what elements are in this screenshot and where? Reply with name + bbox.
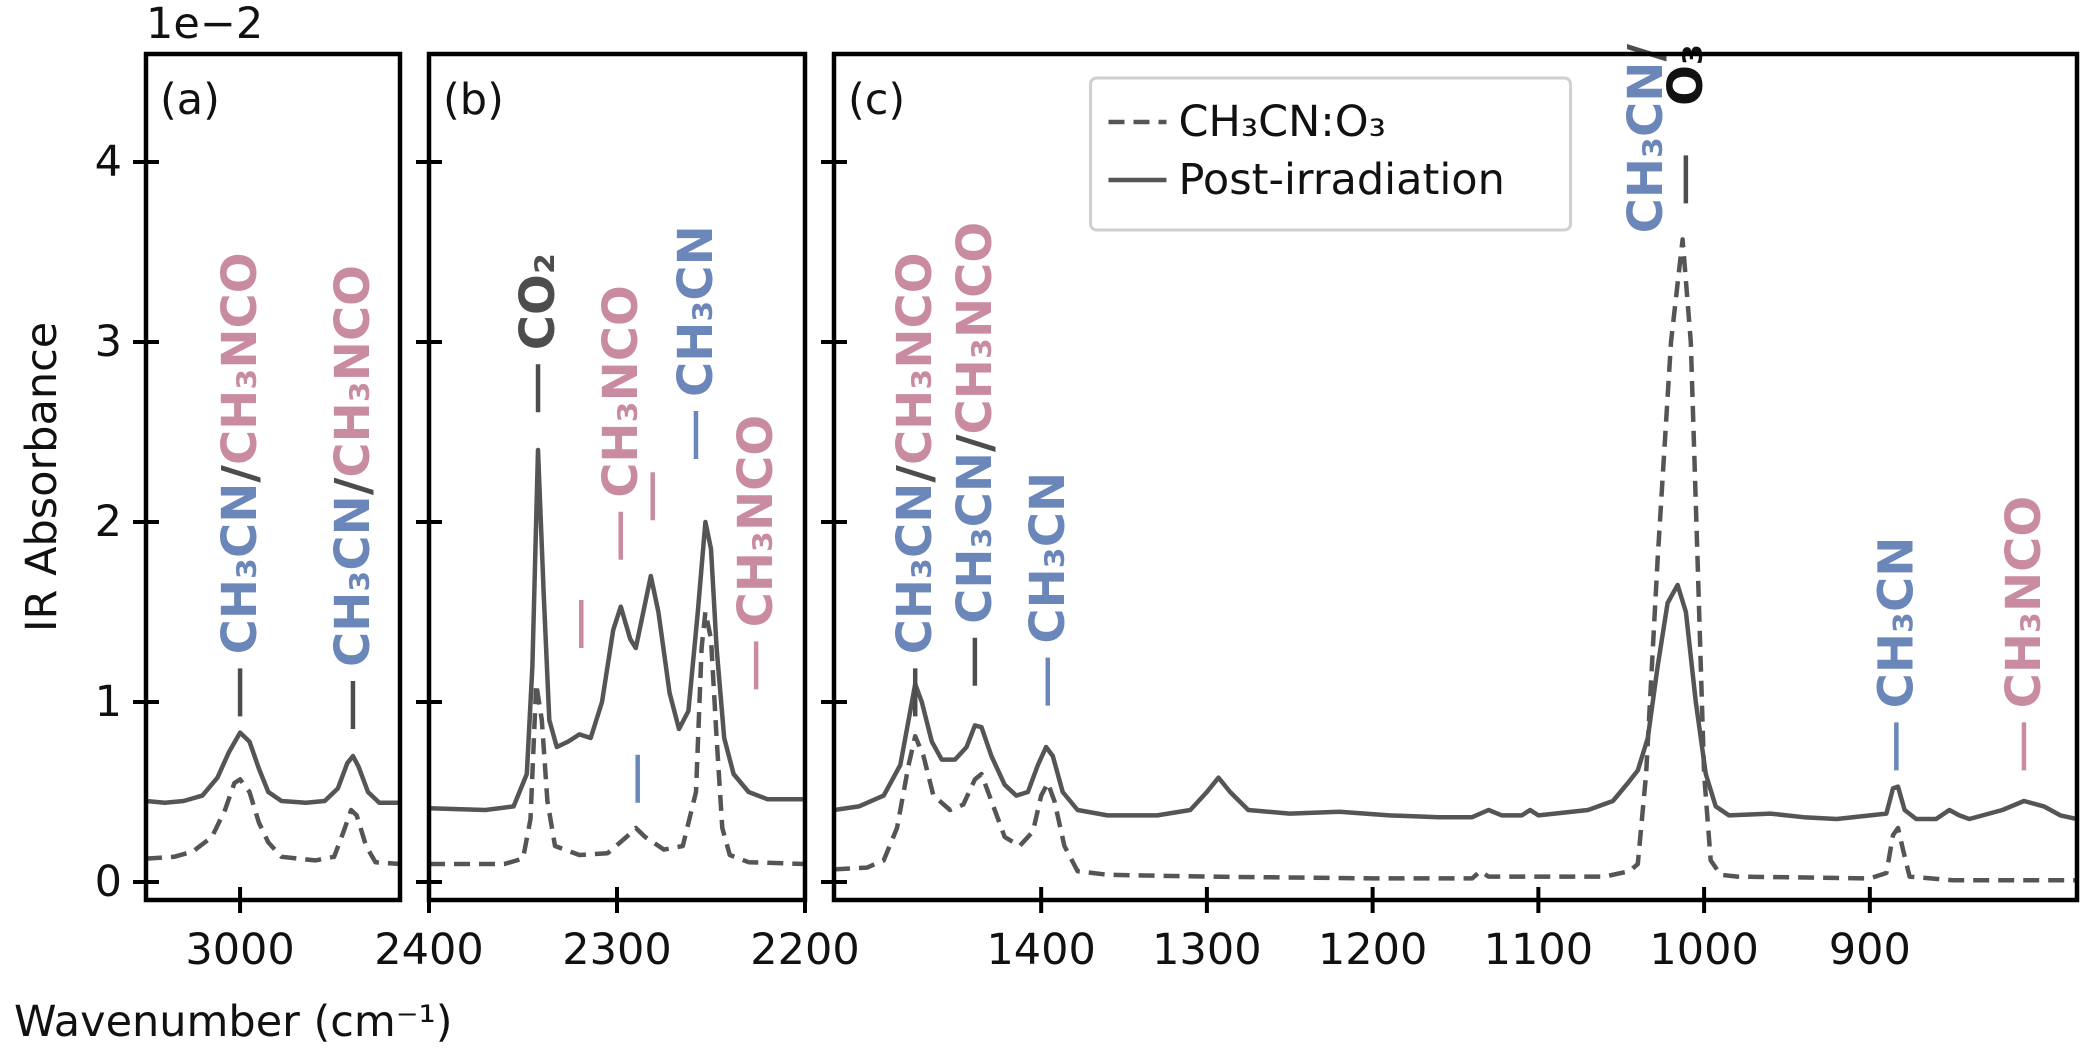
annotation-part: CH₃NCO xyxy=(947,222,1003,435)
panel-label: (c) xyxy=(848,75,905,125)
x-tick-label: 900 xyxy=(1829,925,1911,975)
y-tick-label: 2 xyxy=(95,497,122,547)
annotation-label: CH₃CN/CH₃NCO xyxy=(887,252,943,654)
annotation-part: CH₃CN xyxy=(1868,537,1924,709)
annotation-part: CH₃NCO xyxy=(728,415,784,628)
annotation-part: / xyxy=(887,465,943,483)
panel: CH₃CN/CH₃NCOCH₃CN/CH₃NCOCH₃CNCH₃CN/O₃CH₃… xyxy=(821,44,2080,975)
x-tick-label: 2300 xyxy=(562,925,671,975)
annotation-part: CH₃CN xyxy=(1020,472,1076,644)
x-tick-label: 2200 xyxy=(750,925,859,975)
annotation-part: / xyxy=(325,477,381,495)
annotation-label: CH₃CN/CH₃NCO xyxy=(947,222,1003,624)
annotation-label: CH₃NCO xyxy=(1996,496,2052,709)
x-tick-label: 1400 xyxy=(986,925,1095,975)
y-tick-label: 3 xyxy=(95,317,122,367)
x-tick-label: 1100 xyxy=(1484,925,1593,975)
x-tick-label: 1200 xyxy=(1318,925,1427,975)
spectrum-line xyxy=(834,237,2077,883)
spectrum-line xyxy=(146,777,400,867)
legend-label: CH₃CN:O₃ xyxy=(1179,97,1386,147)
legend-box xyxy=(1089,76,1572,232)
panel-label: (b) xyxy=(443,75,504,125)
annotation-label: CH₃NCO xyxy=(593,285,649,498)
annotation-label: CH₃CN/ xyxy=(1618,44,1674,234)
annotation-part: CH₃CN xyxy=(668,225,724,397)
legend: CH₃CN:O₃ Post-irradiation xyxy=(1089,76,1572,232)
y-offset-label: 1e−2 xyxy=(146,0,263,49)
annotation-label: CH₃CN xyxy=(668,225,724,397)
annotation-part: CH₃CN xyxy=(212,483,268,655)
annotation-part: CH₃NCO xyxy=(593,285,649,498)
spectrum-line xyxy=(429,609,805,867)
annotation-part: CH₃CN xyxy=(947,452,1003,624)
annotation-part: CH₃CN xyxy=(887,483,943,655)
annotation-part: CH₃NCO xyxy=(325,265,381,478)
x-tick-label: 2400 xyxy=(374,925,483,975)
annotation-label: CH₃CN xyxy=(1020,472,1076,644)
x-tick-label: 1000 xyxy=(1649,925,1758,975)
axes-frame xyxy=(143,51,403,903)
x-tick-label: 1300 xyxy=(1152,925,1261,975)
annotation-part: CH₃CN xyxy=(1618,62,1674,234)
annotation-label: CH₃CN/CH₃NCO xyxy=(212,252,268,654)
annotation-part: CH₃NCO xyxy=(1996,496,2052,709)
x-tick-label: 3000 xyxy=(185,925,294,975)
annotation-label: CO₂ xyxy=(510,253,566,350)
legend-label: Post-irradiation xyxy=(1179,155,1505,205)
annotation-part: / xyxy=(212,465,268,483)
annotation-part: CH₃NCO xyxy=(887,252,943,465)
y-tick-label: 0 xyxy=(95,857,122,907)
annotation-part: / xyxy=(947,434,1003,452)
annotation-part: CO₂ xyxy=(510,253,566,350)
y-tick-label: 4 xyxy=(95,137,122,187)
annotation-part: CH₃NCO xyxy=(212,252,268,465)
y-tick-label: 1 xyxy=(95,677,122,727)
annotation-label: CH₃CN xyxy=(1868,537,1924,709)
annotation-part: CH₃CN xyxy=(325,495,381,667)
panel-label: (a) xyxy=(160,75,220,125)
spectrum-line xyxy=(146,730,400,806)
spectrum-line xyxy=(834,582,2077,822)
annotation-label: CH₃NCO xyxy=(728,415,784,628)
annotation-label: CH₃CN/CH₃NCO xyxy=(325,265,381,667)
y-axis-label: IR Absorbance xyxy=(17,322,67,632)
axes-frame xyxy=(831,51,2080,903)
spectrum-line xyxy=(429,447,805,813)
x-axis-label: Wavenumber (cm⁻¹) xyxy=(14,997,453,1047)
